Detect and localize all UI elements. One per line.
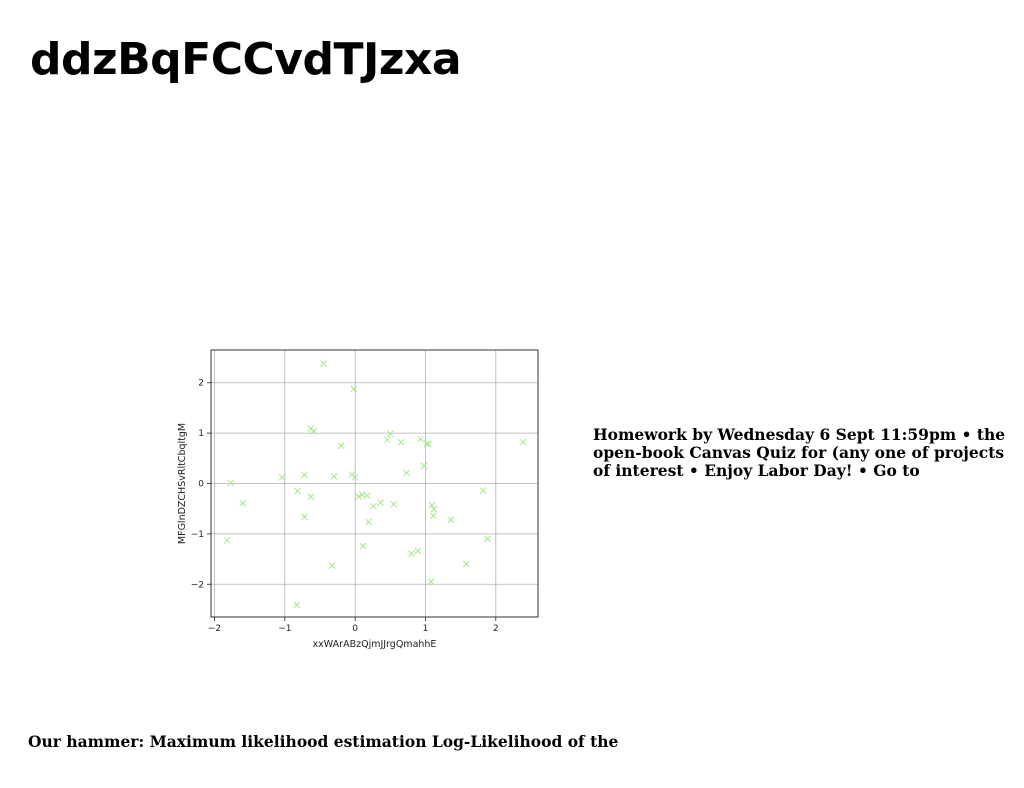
data-point-marker (428, 501, 436, 509)
data-point-marker (363, 492, 371, 499)
x-tick-label: −2 (208, 624, 221, 634)
data-point-marker (239, 499, 246, 507)
scatter-chart-svg: −2 −1 0 1 2 −2 −1 0 1 2 xxWArABzQjmJJrgQmahhE MFG… (177, 349, 539, 650)
data-point-marker (370, 502, 377, 510)
data-point-marker (414, 547, 422, 555)
data-point-marker (351, 474, 359, 481)
scatter-chart: −2 −1 0 1 2 −2 −1 0 1 2 xxWArABzQjmJJrgQmahhE MFG… (170, 340, 550, 655)
slide-title: ddzBqFCCvdTJzxa (30, 34, 462, 85)
data-point-marker (447, 516, 455, 524)
data-point-marker (386, 430, 394, 437)
bottom-caption: Our hammer: Maximum likelihood estimatio… (28, 732, 619, 751)
data-point-marker (328, 562, 336, 569)
data-point-marker (420, 462, 428, 470)
x-tick-label: 0 (352, 624, 358, 634)
y-tick-label: 2 (198, 379, 204, 389)
grid-layer (211, 350, 538, 617)
data-point-marker (377, 499, 384, 506)
data-point-marker (479, 487, 487, 494)
data-point-marker (350, 385, 358, 393)
x-tick-label: −1 (278, 624, 291, 634)
data-point-marker (519, 438, 527, 446)
data-point-marker (330, 473, 338, 480)
y-tick-label: 0 (198, 480, 204, 490)
data-point-marker (307, 493, 315, 500)
data-point-marker (301, 471, 308, 479)
homework-notice: Homework by Wednesday 6 Sept 11:59pm • t… (593, 425, 1006, 480)
data-point-marker (424, 440, 432, 448)
data-point-marker (423, 440, 431, 448)
points-layer (223, 360, 527, 609)
data-point-marker (227, 479, 235, 487)
data-point-marker (429, 512, 437, 520)
data-point-marker (355, 493, 363, 500)
data-point-marker (390, 500, 398, 508)
x-axis-label: xxWArABzQjmJJrgQmahhE (313, 639, 437, 650)
data-point-marker (397, 438, 405, 446)
data-point-marker (223, 537, 231, 544)
data-point-marker (294, 487, 301, 495)
data-point-marker (365, 518, 372, 526)
y-tick-label: 1 (198, 429, 204, 439)
data-point-marker (462, 560, 470, 568)
data-point-marker (293, 601, 301, 609)
y-tick-label: −2 (191, 580, 204, 590)
data-point-marker (320, 360, 327, 367)
data-point-marker (278, 474, 286, 481)
ticks-layer: −2 −1 0 1 2 −2 −1 0 1 2 (191, 379, 499, 634)
data-point-marker (403, 469, 410, 477)
data-point-marker (384, 436, 391, 444)
y-tick-label: −1 (191, 530, 204, 540)
data-point-marker (408, 550, 415, 557)
data-point-marker (417, 435, 424, 443)
x-tick-label: 2 (493, 624, 499, 634)
x-tick-label: 1 (423, 624, 429, 634)
data-point-marker (359, 542, 367, 550)
data-point-marker (310, 427, 318, 435)
y-axis-label: MFGlnDZCHSvRltCbqltgM (177, 423, 188, 544)
data-point-marker (484, 535, 491, 543)
data-point-marker (301, 513, 308, 521)
data-point-marker (430, 505, 438, 513)
data-point-marker (337, 442, 345, 450)
data-point-marker (427, 578, 435, 586)
